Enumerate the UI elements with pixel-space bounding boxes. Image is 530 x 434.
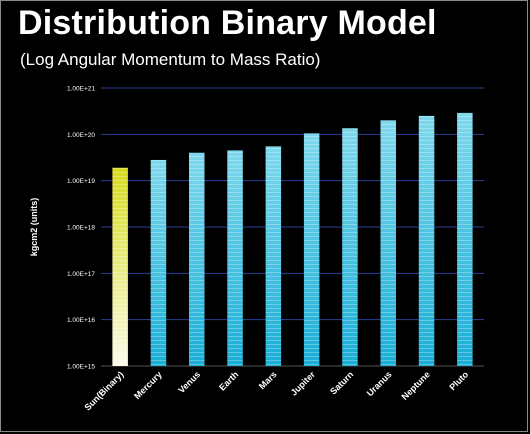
- y-axis-title: kgcm2 (units): [29, 198, 39, 257]
- x-tick-label: Uranus: [365, 369, 394, 398]
- bar-texture: [189, 152, 205, 366]
- y-tick-label: 1.00E+16: [67, 317, 95, 324]
- bar-texture: [227, 150, 243, 366]
- bar-texture: [342, 128, 358, 366]
- chart-title: Distribution Binary Model: [18, 4, 437, 42]
- bar-texture: [150, 159, 167, 366]
- x-tick-label: Neptune: [399, 369, 432, 402]
- chart-subtitle: (Log Angular Momentum to Mass Ratio): [20, 50, 321, 69]
- bar-texture: [380, 120, 396, 366]
- x-tick-label: Saturn: [328, 369, 355, 396]
- bar-texture: [457, 112, 473, 366]
- bar-texture: [112, 167, 128, 366]
- y-tick-label: 1.00E+17: [67, 271, 95, 278]
- bar-texture: [418, 115, 435, 366]
- x-tick-label: Pluto: [447, 369, 470, 392]
- x-tick-label: Mercury: [132, 369, 164, 401]
- x-tick-label: Jupiter: [289, 369, 318, 398]
- x-tick-label: Sun(Binary): [82, 369, 125, 412]
- x-tick-label: Earth: [217, 369, 240, 392]
- y-tick-label: 1.00E+21: [67, 86, 95, 93]
- bar-texture: [303, 133, 320, 366]
- y-tick-label: 1.00E+15: [67, 364, 95, 371]
- x-tick-label: Mars: [257, 369, 279, 391]
- y-tick-label: 1.00E+18: [67, 225, 95, 232]
- y-tick-label: 1.00E+20: [67, 132, 95, 139]
- y-tick-label: 1.00E+19: [67, 178, 95, 185]
- x-tick-label: Venus: [176, 369, 202, 395]
- bar-texture: [265, 146, 282, 366]
